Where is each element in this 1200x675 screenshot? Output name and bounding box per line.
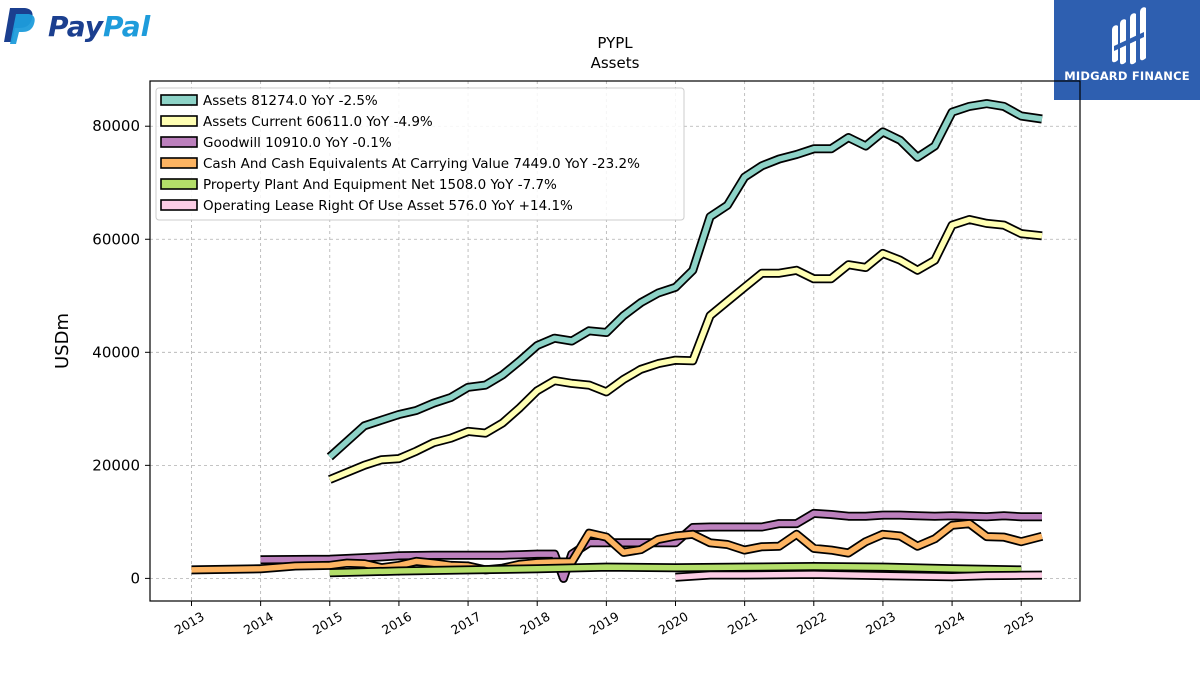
series-line	[191, 520, 1043, 573]
x-tick-label: 2014	[241, 609, 276, 638]
legend-swatch	[160, 136, 198, 148]
y-axis-label: USDm	[52, 313, 73, 369]
legend-label: Goodwill 10910.0 YoY -0.1%	[203, 135, 392, 151]
y-tick-label: 20000	[92, 456, 140, 474]
series-5	[675, 569, 1043, 582]
x-tick-label: 2020	[656, 609, 691, 638]
midgard-finance-logo: MIDGARD FINANCE	[1054, 0, 1200, 100]
legend-item: Assets Current 60611.0 YoY -4.9%	[160, 114, 433, 130]
paypal-wordmark-pay: Pay	[48, 10, 105, 43]
y-tick-label: 0	[130, 569, 140, 587]
x-tick-label: 2018	[517, 609, 552, 638]
chart-subtitle: Assets	[591, 54, 640, 72]
x-axis-ticks: 2013 2014 2015 2016 2017 2018 2019 2020 2021 2022…	[172, 601, 1037, 638]
series-line	[327, 100, 1043, 459]
legend-swatch	[160, 178, 198, 190]
legend-swatch	[160, 115, 198, 127]
x-tick-label: 2019	[587, 609, 622, 638]
legend-item: Operating Lease Right Of Use Asset 576.0…	[160, 198, 573, 214]
x-tick-label: 2021	[725, 609, 760, 638]
y-tick-label: 60000	[92, 230, 140, 248]
x-tick-label: 2016	[379, 609, 414, 638]
legend-swatch	[160, 94, 198, 106]
series-4	[329, 562, 1022, 578]
plot-frame	[149, 80, 1081, 602]
x-tick-label: 2024	[932, 609, 967, 638]
series-line	[329, 563, 1022, 576]
legend-box	[155, 87, 685, 221]
series-3	[191, 519, 1044, 575]
x-tick-label: 2025	[1001, 609, 1036, 638]
paypal-logo: PayPal	[4, 4, 174, 48]
x-tick-label: 2022	[794, 609, 829, 638]
midgard-finance-wordmark: MIDGARD FINANCE	[1064, 69, 1190, 83]
x-tick-label: 2013	[172, 609, 207, 638]
legend-label: Cash And Cash Equivalents At Carrying Va…	[203, 156, 640, 172]
legend-item: Assets 81274.0 YoY -2.5%	[160, 93, 378, 109]
y-tick-label: 40000	[92, 343, 140, 361]
series-line	[675, 571, 1043, 581]
legend-swatch	[160, 157, 198, 169]
series-1	[328, 215, 1043, 484]
midgard-monogram-icon	[1112, 7, 1146, 65]
x-tick-label: 2015	[310, 609, 345, 638]
y-tick-label: 80000	[92, 117, 140, 135]
paypal-monogram-front	[10, 14, 35, 44]
legend-item: Cash And Cash Equivalents At Carrying Va…	[160, 156, 640, 172]
legend-swatch	[160, 199, 198, 211]
legend-label: Assets 81274.0 YoY -2.5%	[203, 93, 378, 109]
series-line	[260, 510, 1043, 582]
legend-label: Operating Lease Right Of Use Asset 576.0…	[203, 198, 573, 214]
x-tick-label: 2017	[448, 609, 483, 638]
paypal-logo-graphic: PayPal	[4, 8, 151, 44]
series-layer	[191, 99, 1044, 583]
chart-legend: Assets 81274.0 YoY -2.5% Assets Current 6…	[155, 87, 685, 221]
chart-title: PYPL	[597, 34, 633, 52]
series-0	[326, 99, 1043, 461]
legend-label: Property Plant And Equipment Net 1508.0 …	[203, 177, 557, 193]
legend-item: Property Plant And Equipment Net 1508.0 …	[160, 177, 557, 193]
legend-item: Goodwill 10910.0 YoY -0.1%	[160, 135, 392, 151]
series-line	[328, 216, 1043, 483]
series-2	[260, 508, 1043, 583]
paypal-wordmark-pal: Pal	[103, 10, 151, 43]
y-axis-ticks: 0 20000 40000 60000 80000	[92, 117, 150, 587]
legend-label: Assets Current 60611.0 YoY -4.9%	[203, 114, 433, 130]
paypal-wordmark: PayPal	[48, 10, 151, 43]
x-tick-label: 2023	[863, 609, 898, 638]
